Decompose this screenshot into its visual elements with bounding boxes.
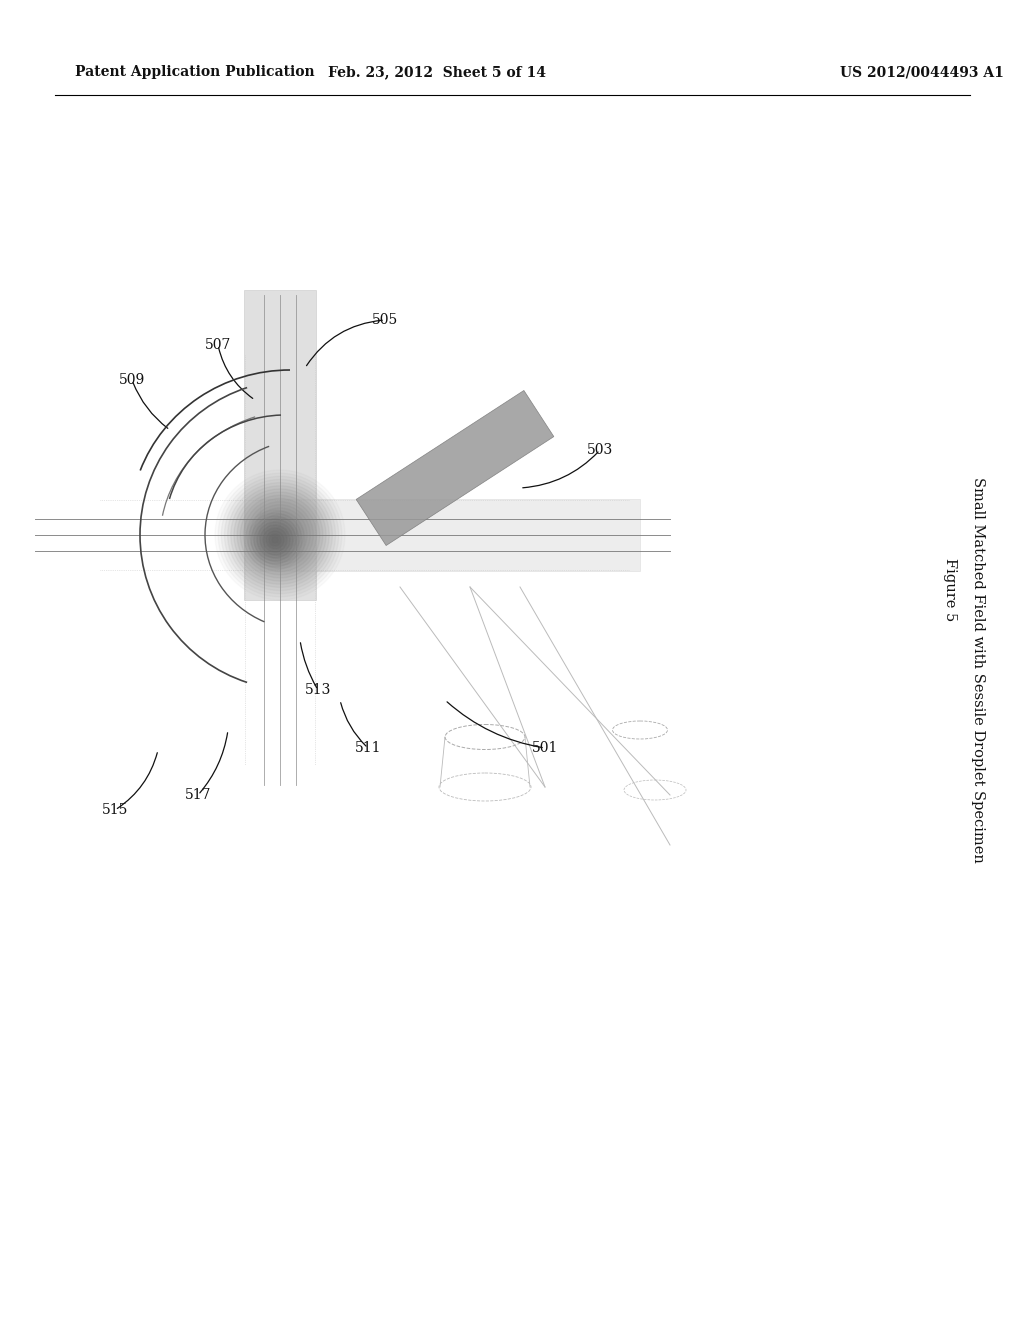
Circle shape — [251, 516, 299, 564]
Circle shape — [259, 515, 301, 556]
Circle shape — [266, 531, 284, 549]
Circle shape — [221, 477, 339, 594]
Circle shape — [262, 517, 298, 553]
Text: Small Matched Field with Sessile Droplet Specimen: Small Matched Field with Sessile Droplet… — [971, 477, 985, 863]
Circle shape — [257, 521, 293, 558]
Circle shape — [238, 492, 323, 578]
Circle shape — [263, 528, 287, 552]
Circle shape — [241, 495, 319, 574]
Circle shape — [256, 511, 304, 558]
Text: 507: 507 — [205, 338, 231, 352]
Text: 505: 505 — [372, 313, 398, 327]
Circle shape — [233, 488, 326, 581]
Text: 515: 515 — [101, 803, 128, 817]
Circle shape — [260, 525, 290, 554]
Text: US 2012/0044493 A1: US 2012/0044493 A1 — [840, 65, 1004, 79]
Circle shape — [265, 520, 295, 549]
Circle shape — [250, 504, 310, 565]
Circle shape — [224, 479, 336, 590]
Bar — [260, 499, 640, 572]
Text: 517: 517 — [184, 788, 211, 803]
Bar — [244, 290, 316, 601]
Circle shape — [230, 486, 329, 585]
Polygon shape — [356, 391, 554, 545]
Text: 509: 509 — [119, 374, 145, 387]
Circle shape — [254, 519, 296, 561]
Circle shape — [247, 502, 313, 569]
Circle shape — [248, 513, 302, 568]
Text: Patent Application Publication: Patent Application Publication — [75, 65, 314, 79]
Text: 511: 511 — [354, 741, 381, 755]
Circle shape — [272, 537, 278, 543]
Circle shape — [271, 527, 288, 543]
Text: Feb. 23, 2012  Sheet 5 of 14: Feb. 23, 2012 Sheet 5 of 14 — [328, 65, 546, 79]
Text: Figure 5: Figure 5 — [943, 558, 957, 622]
Circle shape — [244, 499, 316, 572]
Circle shape — [269, 535, 281, 546]
Circle shape — [275, 531, 285, 540]
Circle shape — [268, 524, 291, 546]
Text: 513: 513 — [305, 682, 331, 697]
Circle shape — [253, 508, 307, 562]
Text: 501: 501 — [531, 741, 558, 755]
Text: 503: 503 — [587, 444, 613, 457]
Circle shape — [227, 483, 333, 587]
